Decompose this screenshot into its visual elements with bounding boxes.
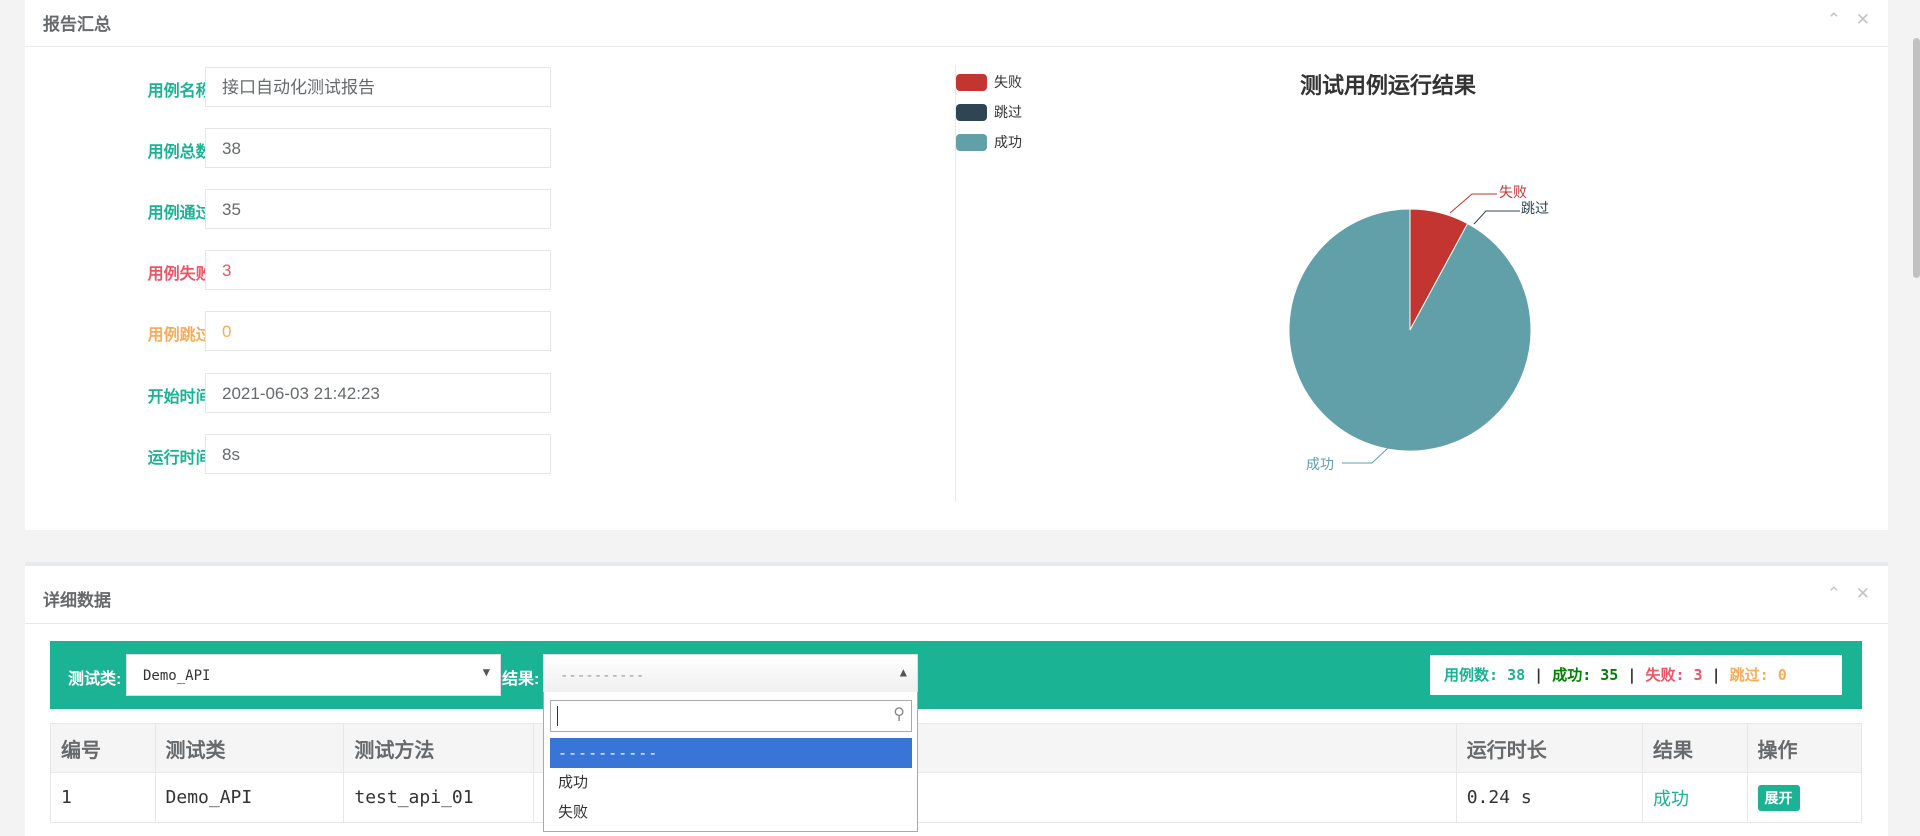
summary-panel-header: 报告汇总 ⌃ ✕	[25, 0, 1888, 47]
filter-bar: 测试类: Demo_API ▼ 结果: ---------- ▲ 用例数: 38…	[50, 641, 1862, 709]
stats-fail: 3	[1693, 666, 1703, 684]
chevron-up-icon: ▲	[899, 665, 907, 679]
slice-label-fail: 失败	[1499, 184, 1527, 200]
detail-panel-tools: ⌃ ✕	[1817, 584, 1870, 604]
test-class-label: 测试类:	[68, 671, 122, 688]
start-time-label: 开始时间:	[147, 389, 217, 406]
dropdown-option-fail[interactable]: 失败	[558, 804, 589, 821]
result-value: ----------	[560, 668, 645, 684]
case-total-label: 用例总数:	[147, 144, 217, 161]
summary-title: 报告汇总	[43, 15, 111, 34]
stats-skip-label: 跳过:	[1729, 666, 1769, 684]
cell-id: 1	[50, 772, 156, 823]
cell-duration: 0.24 s	[1455, 772, 1643, 823]
test-class-value: Demo_API	[143, 668, 211, 684]
dropdown-option-pass[interactable]: 成功	[558, 774, 589, 791]
summary-panel-tools: ⌃ ✕	[1817, 10, 1870, 30]
stats-skip: 0	[1777, 666, 1787, 684]
text-cursor	[557, 706, 558, 726]
legend-swatch-pass	[956, 134, 987, 151]
pie-leader-lines	[1342, 193, 1520, 464]
stats-sep: |	[1711, 666, 1721, 684]
stats-total: 38	[1507, 666, 1526, 684]
stats-summary: 用例数: 38 | 成功: 35 | 失败: 3 | 跳过: 0	[1430, 655, 1842, 695]
chevron-down-icon: ▼	[482, 665, 490, 679]
case-total-field[interactable]: 38	[205, 128, 551, 168]
legend-swatch-fail	[956, 74, 987, 91]
run-time-field[interactable]: 8s	[205, 434, 551, 474]
case-name-field[interactable]: 接口自动化测试报告	[205, 67, 551, 107]
run-time-label: 运行时间:	[147, 450, 217, 467]
slice-label-pass: 成功	[1306, 456, 1334, 472]
case-name-label: 用例名称:	[147, 83, 217, 100]
case-fail-field[interactable]: 3	[205, 250, 551, 290]
dropdown-option-all[interactable]: ----------	[550, 738, 912, 768]
table-row: 1 Demo_API test_api_01 Api 0.24 s 成功 展开	[50, 772, 1863, 823]
case-pass-label: 用例通过:	[147, 205, 217, 222]
column-header-duration[interactable]: 运行时长	[1455, 723, 1643, 773]
collapse-icon[interactable]: ⌃	[1826, 584, 1842, 603]
leader-line-fail	[1449, 193, 1497, 214]
pie-slice-2[interactable]	[1288, 208, 1532, 452]
result-dropdown: ⚲ ---------- 成功 失败	[543, 692, 918, 832]
leader-line-skip	[1473, 210, 1520, 225]
start-time-field[interactable]: 2021-06-03 21:42:23	[205, 373, 551, 413]
cell-action: 展开	[1746, 772, 1863, 823]
stats-sep: |	[1534, 666, 1544, 684]
case-skip-label: 用例跳过:	[147, 327, 217, 344]
stats-pass: 35	[1600, 666, 1619, 684]
column-header-class[interactable]: 测试类	[154, 723, 345, 773]
result-select[interactable]: ---------- ▲	[543, 654, 918, 696]
expand-button[interactable]: 展开	[1757, 784, 1800, 811]
legend-swatch-skip	[956, 104, 987, 121]
cell-class: Demo_API	[154, 772, 345, 823]
chart-title: 测试用例运行结果	[1300, 73, 1477, 98]
leader-line-pass	[1342, 447, 1389, 464]
dropdown-search-input[interactable]: ⚲	[550, 700, 912, 732]
detail-panel-header: 详细数据 ⌃ ✕	[25, 566, 1888, 624]
detail-table: 编号 测试类 测试方法 运行时长 结果 操作 1 Demo_API test_a…	[50, 723, 1863, 823]
search-icon: ⚲	[893, 706, 905, 723]
legend-label-pass: 成功	[994, 134, 1022, 150]
test-class-select[interactable]: Demo_API ▼	[126, 654, 501, 696]
detail-title: 详细数据	[43, 591, 111, 610]
stats-sep: |	[1627, 666, 1637, 684]
cell-method: test_api_01	[343, 772, 535, 823]
collapse-icon[interactable]: ⌃	[1826, 10, 1842, 29]
column-header-id[interactable]: 编号	[50, 723, 156, 773]
column-header-result[interactable]: 结果	[1641, 723, 1748, 773]
stats-fail-label: 失败:	[1645, 666, 1685, 684]
result-label: 结果:	[502, 671, 540, 688]
vertical-divider	[955, 65, 956, 502]
close-icon[interactable]: ✕	[1855, 584, 1870, 603]
pie-chart	[1288, 208, 1532, 452]
legend-label-fail: 失败	[994, 74, 1022, 90]
case-skip-field[interactable]: 0	[205, 311, 551, 351]
column-header-action[interactable]: 操作	[1746, 723, 1863, 773]
table-header-row: 编号 测试类 测试方法 运行时长 结果 操作	[50, 723, 1863, 773]
cell-result: 成功	[1641, 772, 1748, 823]
page-scrollbar[interactable]	[1913, 38, 1920, 278]
slice-label-skip: 跳过	[1521, 200, 1549, 216]
case-pass-field[interactable]: 35	[205, 189, 551, 229]
case-fail-label: 用例失败:	[147, 266, 217, 283]
close-icon[interactable]: ✕	[1855, 10, 1870, 29]
legend-label-skip: 跳过	[994, 104, 1022, 120]
stats-total-label: 用例数:	[1444, 666, 1499, 684]
column-header-method[interactable]: 测试方法	[343, 723, 535, 773]
stats-pass-label: 成功:	[1552, 666, 1592, 684]
